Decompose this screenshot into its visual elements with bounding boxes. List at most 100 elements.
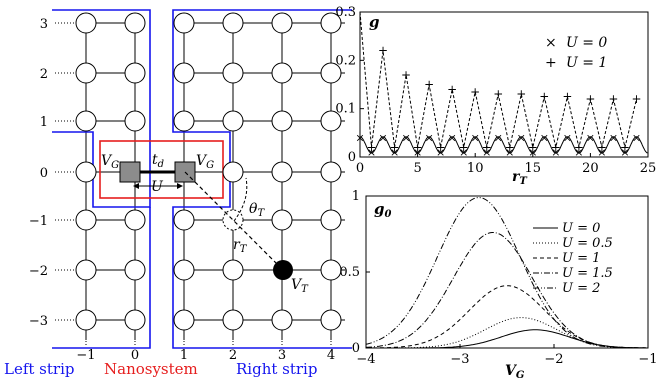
g-series-u1-point: +	[493, 87, 503, 101]
g0-ytick-label: 0	[352, 341, 360, 356]
g-series-u1-point: +	[390, 140, 400, 154]
lattice-ytick-label: −1	[29, 214, 48, 229]
g-xtick-label: 15	[525, 161, 542, 176]
g0-panel-label: g0	[374, 200, 392, 220]
g-series-u1-point: +	[562, 90, 572, 104]
g-series-u0-point: ×	[632, 132, 641, 145]
lattice-ytick-label: 1	[40, 115, 48, 130]
label-theta: θT	[249, 201, 265, 219]
lattice-site	[173, 309, 195, 331]
label-td: td	[152, 152, 164, 170]
g-series-u1-point: +	[378, 44, 388, 58]
legend-marker-u1: +	[545, 55, 557, 71]
g-series-u0-point: ×	[413, 146, 422, 159]
g-series-u1-point: +	[620, 140, 630, 154]
lattice-xtick-label: −1	[76, 348, 95, 363]
g-series-u0-line	[359, 136, 648, 154]
g-series-u1-point: +	[505, 140, 515, 154]
lattice-site	[271, 209, 293, 231]
g-series-u1-point: +	[631, 92, 641, 106]
lattice-site	[222, 62, 244, 84]
lattice-site	[124, 110, 146, 132]
g-series-u0-point: ×	[494, 132, 503, 145]
g-series-u0-point: ×	[540, 132, 549, 145]
g-series-u1-point: +	[459, 140, 469, 154]
g0-legend-label: U = 1	[562, 251, 600, 266]
lattice-site	[173, 62, 195, 84]
theta-arc	[233, 177, 248, 222]
lattice-ytick-label: −2	[29, 264, 48, 279]
g0-legend-label: U = 0	[562, 221, 600, 236]
lattice-site	[222, 259, 244, 281]
g0-xtick-label: −1	[638, 352, 657, 367]
g-series-u1-point: +	[528, 140, 538, 154]
lattice-site	[173, 12, 195, 34]
lattice-xtick-label: 2	[229, 348, 237, 363]
lattice-ytick-label: 2	[40, 67, 48, 82]
lattice-site	[320, 161, 342, 183]
g-series-u0-point: ×	[425, 132, 434, 145]
g0-legend-label: U = 2	[562, 281, 600, 296]
lattice-site	[173, 259, 195, 281]
g-series-u1-point: +	[597, 140, 607, 154]
lattice-site	[75, 259, 97, 281]
lattice-site	[271, 62, 293, 84]
g-series-u0-point: ×	[436, 146, 445, 159]
g-series-u0-point: ×	[563, 132, 572, 145]
lattice-site	[124, 209, 146, 231]
lattice-site	[75, 62, 97, 84]
g0-legend-label: U = 0.5	[562, 236, 613, 251]
g-series-u0-point: ×	[482, 146, 491, 159]
legend-label-u1: U = 1	[566, 55, 607, 71]
lattice-site	[124, 259, 146, 281]
g-series-u0-point: ×	[459, 146, 468, 159]
label-r: rT	[233, 237, 248, 255]
g0-series-line	[365, 196, 647, 349]
g-series-u0-point: ×	[505, 146, 514, 159]
g-xtick-label: 5	[413, 161, 421, 176]
lattice-site	[173, 110, 195, 132]
g-series-u0-point: ×	[574, 146, 583, 159]
g0-series-line	[366, 317, 647, 349]
lattice-xtick-label: 0	[131, 348, 139, 363]
g-series-u1-point: +	[470, 85, 480, 99]
lattice-xtick-label: 1	[180, 348, 188, 363]
g-series-u0-point: ×	[620, 146, 629, 159]
g0-series-line	[366, 329, 647, 349]
lattice-site	[75, 12, 97, 34]
g-series-u0-point: ×	[448, 132, 457, 145]
g0-chart: −4 −3 −2 −100.51 g0 VG U = 0U = 0.5U = 1U =…	[339, 189, 657, 378]
tip-distance-line	[184, 171, 284, 271]
g0-ytick-label: 0.5	[339, 265, 360, 280]
left-strip-outline-bottom	[52, 207, 151, 349]
g-legend: × U = 0 + U = 1	[545, 35, 607, 71]
lattice-dotted-ticks	[55, 22, 332, 346]
g-ytick-label: 0.2	[335, 53, 356, 68]
lattice-ytick-label: 0	[40, 166, 48, 181]
g-series-u1-point: +	[447, 82, 457, 96]
g-series-u0-point: ×	[367, 146, 376, 159]
g-series-u0-point: ×	[471, 132, 480, 145]
lattice-xtick-label: 3	[278, 348, 286, 363]
g-ytick-label: 0.1	[335, 102, 356, 117]
lattice-site	[75, 110, 97, 132]
legend-label-u0: U = 0	[566, 35, 607, 51]
lattice-site	[124, 62, 146, 84]
g-series-u1-point: +	[539, 90, 549, 104]
g0-xlabel: VG	[505, 363, 525, 378]
g-series-u0-point: ×	[378, 132, 387, 145]
lattice-panel: VG VG td U θT rT VT 3 2 1 0 −1 −2 −3 −1 0 1 2 3 4 Le…	[4, 9, 352, 378]
lattice-site	[320, 209, 342, 231]
g-series-u0-point: ×	[390, 146, 399, 159]
g-series-u1-point: +	[608, 92, 618, 106]
g-series-u1-point: +	[366, 140, 376, 154]
legend-marker-u0: ×	[545, 35, 557, 51]
g-ytick-label: 0.3	[335, 5, 356, 20]
g-series-u0-point: ×	[586, 132, 595, 145]
g-panel-label: g	[369, 13, 380, 31]
g-series-u1-point: +	[436, 140, 446, 154]
g-series-u1-point: +	[574, 140, 584, 154]
lattice-site	[222, 110, 244, 132]
